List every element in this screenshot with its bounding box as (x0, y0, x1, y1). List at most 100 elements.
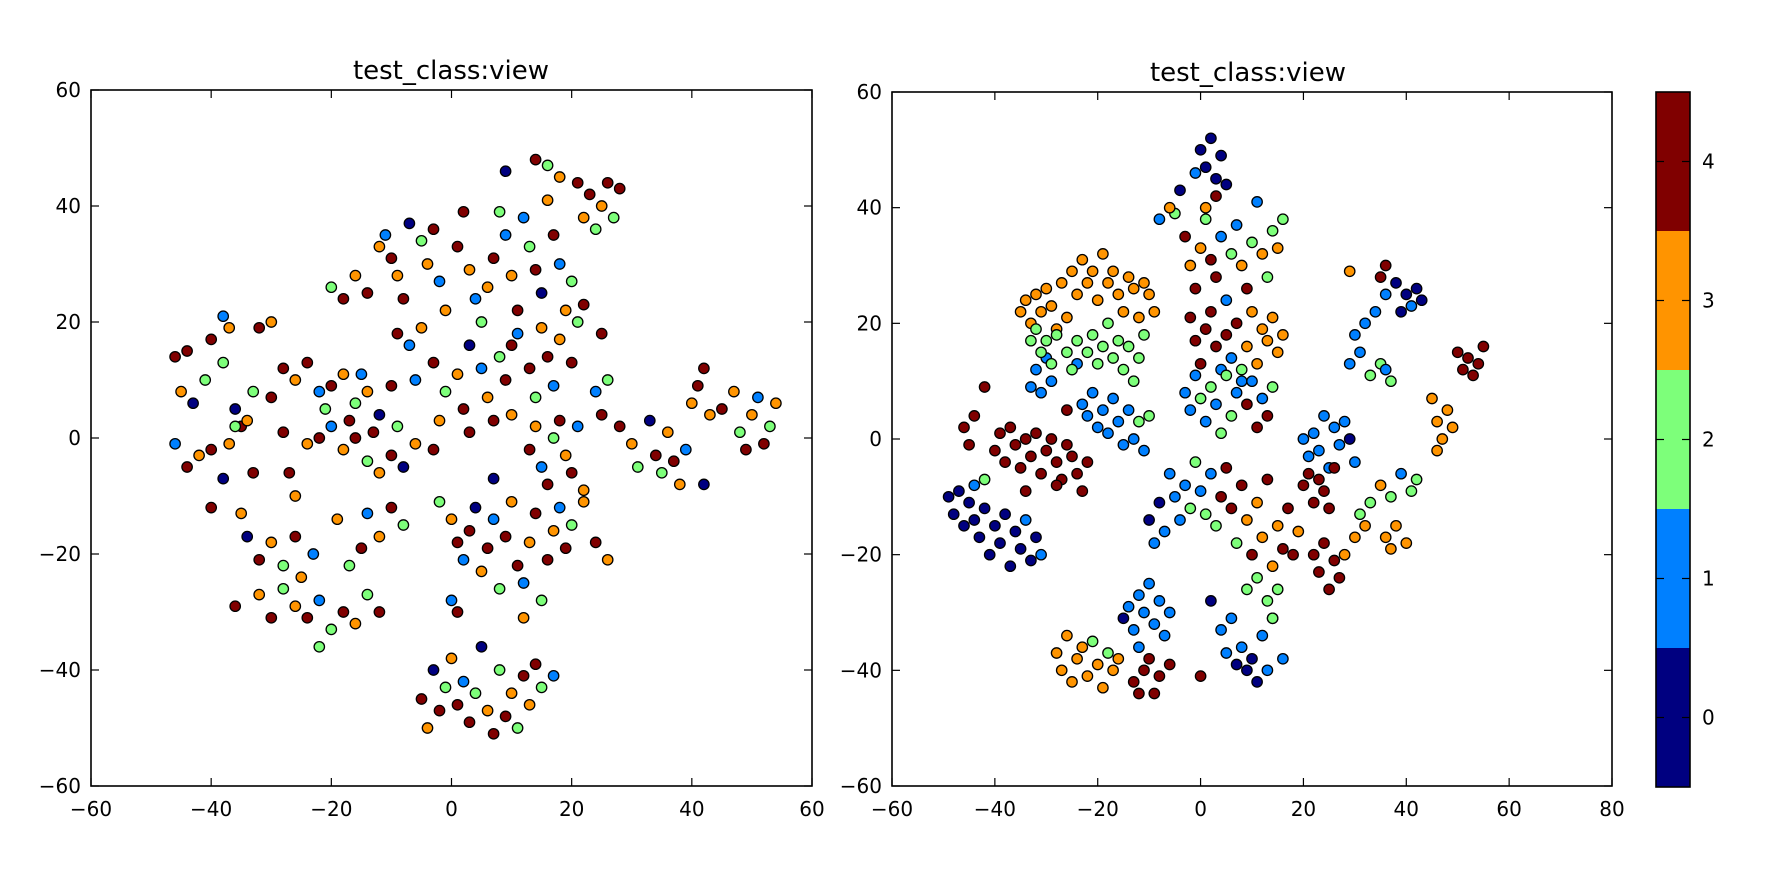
data-point (313, 640, 326, 653)
data-point (655, 466, 668, 479)
x-tick-label: 0 (1194, 797, 1207, 821)
data-point (385, 449, 398, 462)
data-point (1333, 571, 1346, 584)
data-point (1266, 612, 1279, 625)
data-point (1143, 577, 1155, 590)
data-point (517, 211, 530, 224)
data-point (517, 611, 530, 624)
data-point (1184, 502, 1197, 515)
data-point (1009, 438, 1022, 451)
data-point (1266, 381, 1279, 393)
data-point (1297, 479, 1310, 492)
data-point (1117, 438, 1130, 451)
data-point (529, 658, 542, 671)
data-point (1415, 294, 1428, 307)
data-point (535, 681, 548, 694)
data-point (1282, 502, 1294, 515)
data-point (978, 502, 991, 515)
data-point (1349, 329, 1361, 341)
data-point (1066, 265, 1078, 278)
data-point (1030, 363, 1042, 376)
points-layer (169, 153, 782, 740)
data-point (1163, 467, 1176, 480)
data-point (1081, 277, 1094, 289)
data-point (1112, 288, 1125, 301)
data-point (1174, 514, 1186, 526)
data-point (205, 501, 218, 514)
data-point (1127, 282, 1140, 295)
data-point (571, 420, 584, 433)
data-point (1410, 282, 1423, 295)
data-point (1251, 196, 1263, 208)
data-point (475, 565, 488, 578)
data-point (1066, 450, 1078, 463)
data-point (1210, 271, 1222, 283)
data-point (1189, 369, 1202, 382)
data-point (517, 577, 530, 589)
data-point (415, 234, 428, 247)
data-point (529, 153, 542, 166)
data-point (1343, 357, 1356, 370)
data-point (963, 438, 975, 451)
data-point (361, 385, 374, 398)
data-point (223, 321, 236, 334)
data-point (1271, 583, 1284, 596)
scatter-panel-right: test_class:view −60 −40 −20 0 20 40 60 80 −60 −40… (840, 58, 1625, 821)
data-point (1359, 317, 1371, 330)
chart-title-right: test_class:view (1150, 58, 1346, 88)
data-point (1148, 687, 1161, 700)
data-point (541, 478, 554, 491)
data-point (1102, 277, 1114, 289)
data-point (589, 536, 602, 549)
data-point (1323, 502, 1335, 515)
colorbar-tick-label: 3 (1702, 289, 1715, 313)
data-point (499, 710, 512, 723)
data-point (1025, 334, 1037, 347)
data-point (1251, 357, 1263, 370)
data-point (1133, 687, 1145, 700)
data-point (1066, 676, 1078, 688)
data-point (187, 397, 199, 410)
data-point (1179, 230, 1191, 243)
data-point (1343, 265, 1356, 278)
data-point (541, 553, 554, 566)
data-point (1107, 265, 1119, 278)
data-point (457, 553, 470, 566)
data-point (1205, 467, 1217, 480)
data-point (385, 379, 398, 392)
data-point (1081, 456, 1094, 468)
data-point (1271, 242, 1284, 254)
data-point (487, 472, 500, 485)
data-point (1261, 473, 1274, 486)
data-point (1102, 647, 1114, 659)
data-point (1246, 652, 1258, 665)
data-point (1189, 334, 1202, 347)
data-point (475, 640, 488, 653)
data-point (1261, 664, 1274, 677)
data-point (1318, 537, 1330, 549)
data-point (1025, 450, 1037, 463)
data-point (199, 374, 212, 386)
data-point (1050, 479, 1063, 492)
data-point (1061, 438, 1073, 451)
data-point (1035, 467, 1047, 480)
data-point (958, 421, 970, 434)
data-point (301, 611, 314, 624)
data-point (1071, 467, 1083, 480)
data-point (487, 513, 500, 526)
data-point (698, 362, 710, 375)
data-point (457, 403, 470, 415)
scatter-panel-left: test_class:view −60 −40 −20 0 20 40 60 −60 −40 −2… (39, 56, 825, 821)
data-point (451, 368, 464, 381)
y-tick-label: 40 (857, 196, 882, 220)
data-point (1261, 410, 1274, 422)
colorbar-tick-label: 4 (1702, 150, 1715, 174)
data-point (277, 426, 290, 439)
data-point (1225, 248, 1238, 260)
data-point (439, 304, 452, 317)
data-point (1138, 664, 1150, 677)
data-point (770, 397, 782, 410)
data-point (1138, 277, 1150, 289)
data-point (559, 542, 572, 555)
data-point (289, 530, 302, 543)
